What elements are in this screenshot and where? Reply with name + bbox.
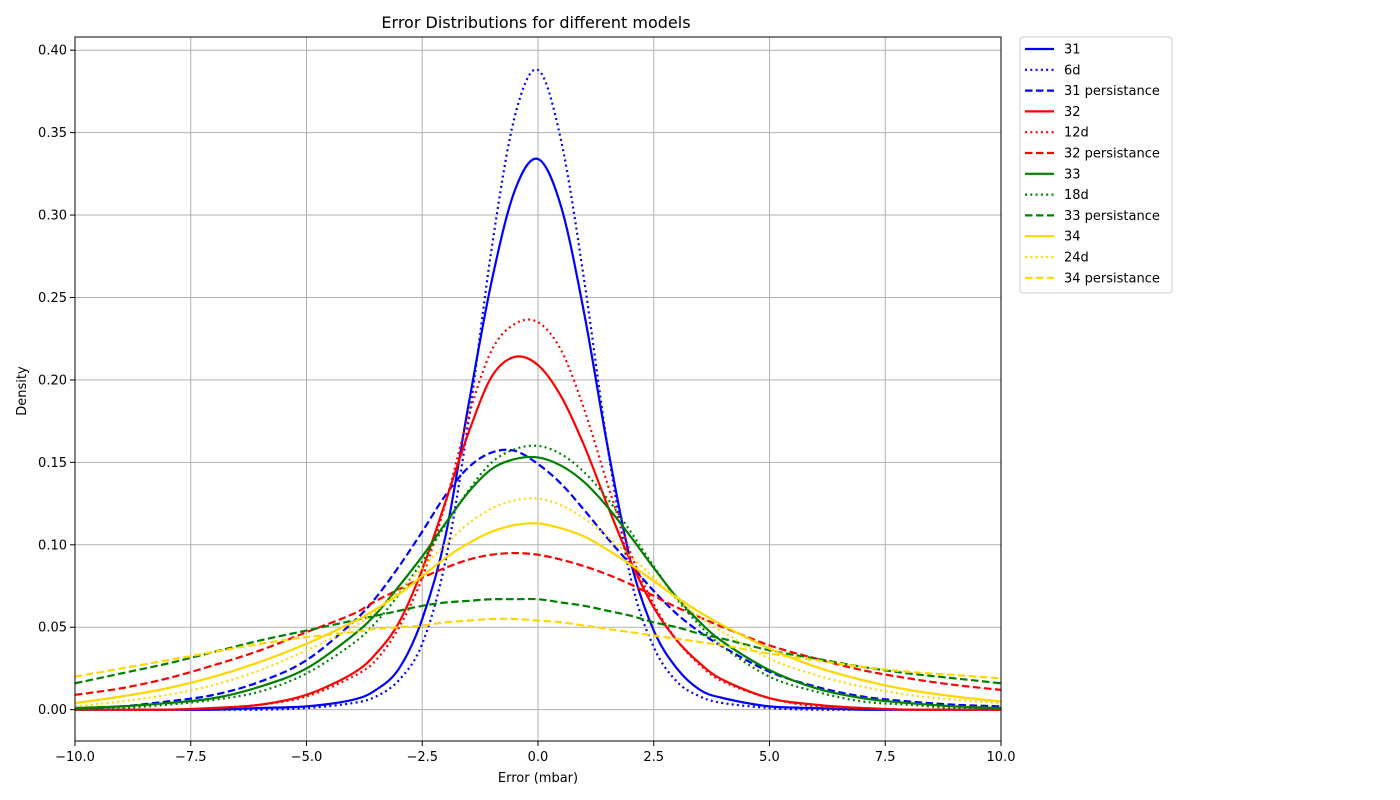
x-tick-label: 7.5 (875, 750, 896, 765)
series-line-10 (75, 522, 1001, 705)
x-tick-label: −10.0 (55, 750, 95, 765)
y-tick-label: 0.35 (38, 126, 67, 141)
x-tick-label: −7.5 (175, 750, 207, 765)
legend-entry-label: 31 (1064, 43, 1081, 58)
legend-entry-label: 24d (1064, 251, 1089, 266)
y-tick-label: 0.10 (38, 538, 67, 553)
y-axis: 0.00 0.05 0.10 0.15 0.20 0.25 0.30 0.35 0.40 (38, 44, 75, 718)
x-tick-label: 5.0 (759, 750, 780, 765)
legend-entry-label: 33 (1064, 167, 1081, 182)
y-tick-label: 0.05 (38, 621, 67, 636)
x-axis-label: Error (mbar) (498, 771, 578, 786)
legend-entry-label: 32 persistance (1064, 147, 1160, 162)
y-axis-label: Density (15, 366, 30, 416)
y-tick-label: 0.00 (38, 703, 67, 718)
series-line-6 (75, 551, 1001, 696)
x-tick-label: −2.5 (406, 750, 438, 765)
x-tick-label: 2.5 (643, 750, 664, 765)
legend-entry-label: 34 (1064, 230, 1081, 245)
y-tick-label: 0.20 (38, 373, 67, 388)
series-line-12 (75, 617, 1001, 680)
legend-entry-label: 34 persistance (1064, 271, 1160, 286)
legend-entry-label: 6d (1064, 63, 1081, 78)
y-tick-label: 0.30 (38, 209, 67, 224)
legend: 31 6d 31 persistance 32 12d 32 persistance 33 1… (1019, 36, 1173, 294)
legend-box (1019, 36, 1173, 294)
x-tick-label: 0.0 (528, 750, 549, 765)
x-tick-label: −5.0 (291, 750, 323, 765)
legend-entry-label: 18d (1064, 188, 1089, 203)
series-lines (75, 68, 1001, 711)
y-tick-label: 0.15 (38, 456, 67, 471)
series-line-5 (75, 318, 1001, 711)
series-line-9 (75, 597, 1001, 685)
series-line-8 (75, 444, 1001, 711)
x-tick-label: 10.0 (987, 750, 1016, 765)
y-tick-label: 0.25 (38, 291, 67, 306)
series-line-7 (75, 455, 1001, 710)
legend-entry-label: 31 persistance (1064, 84, 1160, 99)
y-tick-label: 0.40 (38, 44, 67, 59)
grid (74, 37, 1002, 741)
legend-entry-label: 12d (1064, 126, 1089, 141)
legend-entry-label: 33 persistance (1064, 209, 1160, 224)
chart-title: Error Distributions for different models (381, 13, 690, 32)
series-line-2 (75, 68, 1001, 711)
series-line-1 (75, 157, 1001, 711)
x-axis: −10.0 −7.5 −5.0 −2.5 0.0 2.5 5.0 7.5 10.0 (55, 741, 1015, 765)
legend-entry-label: 32 (1064, 105, 1081, 120)
series-line-3 (75, 448, 1001, 710)
